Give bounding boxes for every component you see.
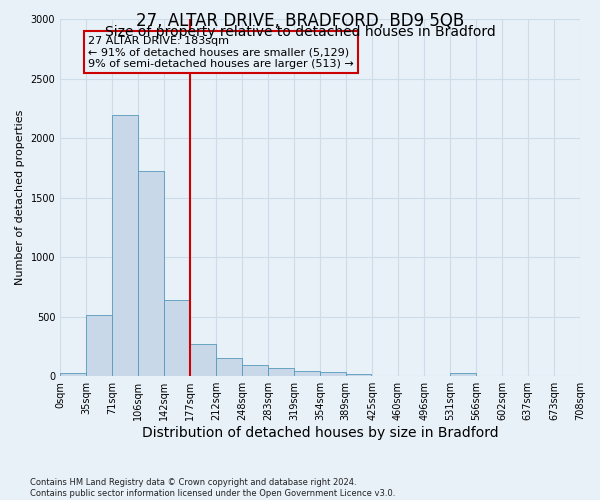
Bar bbox=[86, 316, 112, 376]
Bar bbox=[320, 372, 346, 376]
Bar bbox=[112, 116, 138, 376]
Bar bbox=[268, 368, 293, 376]
Text: 27, ALTAR DRIVE, BRADFORD, BD9 5QB: 27, ALTAR DRIVE, BRADFORD, BD9 5QB bbox=[136, 12, 464, 30]
Text: 27 ALTAR DRIVE: 183sqm
← 91% of detached houses are smaller (5,129)
9% of semi-d: 27 ALTAR DRIVE: 183sqm ← 91% of detached… bbox=[88, 36, 354, 69]
Bar bbox=[295, 371, 320, 376]
Y-axis label: Number of detached properties: Number of detached properties bbox=[15, 110, 25, 286]
Bar bbox=[190, 344, 216, 376]
Bar bbox=[216, 358, 242, 376]
Bar bbox=[450, 372, 476, 376]
Bar bbox=[346, 374, 371, 376]
Bar bbox=[138, 172, 164, 376]
Text: Contains HM Land Registry data © Crown copyright and database right 2024.
Contai: Contains HM Land Registry data © Crown c… bbox=[30, 478, 395, 498]
X-axis label: Distribution of detached houses by size in Bradford: Distribution of detached houses by size … bbox=[142, 426, 499, 440]
Bar bbox=[242, 366, 268, 376]
Bar bbox=[164, 300, 190, 376]
Text: Size of property relative to detached houses in Bradford: Size of property relative to detached ho… bbox=[104, 25, 496, 39]
Bar bbox=[60, 372, 86, 376]
